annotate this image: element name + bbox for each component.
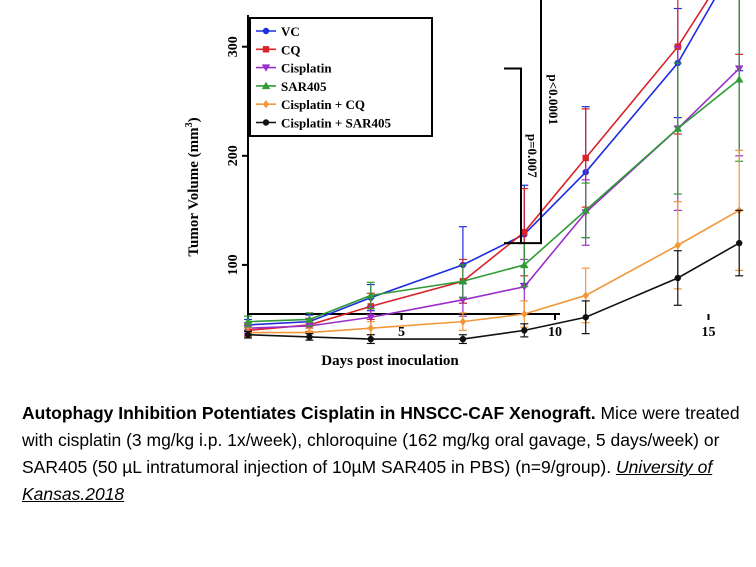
data-point xyxy=(244,331,252,338)
y-tick-label: 200 xyxy=(226,145,241,166)
series-layer xyxy=(243,0,744,345)
legend-item: CQ xyxy=(256,42,301,57)
x-tick-label: 10 xyxy=(548,325,562,340)
legend-marker xyxy=(261,64,271,72)
data-point xyxy=(305,315,314,323)
data-point xyxy=(459,317,467,326)
data-point xyxy=(520,260,529,269)
legend-label: CQ xyxy=(281,42,301,57)
data-point xyxy=(735,75,744,83)
legend-label: Cisplatin xyxy=(281,61,332,76)
series-line xyxy=(248,209,740,334)
legend-item: Cisplatin + CQ xyxy=(256,97,365,112)
y-tick-label: 100 xyxy=(226,254,241,275)
axes-layer: 051015100200300400 xyxy=(226,15,716,340)
series-line xyxy=(247,242,740,340)
data-point xyxy=(366,314,375,322)
x-axis-label: Days post inoculation xyxy=(321,353,459,369)
data-point xyxy=(367,323,374,333)
legend-label: VC xyxy=(281,24,300,39)
legend-item: SAR405 xyxy=(256,79,327,94)
legend-marker xyxy=(262,100,270,109)
significance-bracket: p<0.0001 xyxy=(518,0,561,245)
y-axis-label-unit: 3 xyxy=(184,122,195,127)
legend-marker xyxy=(262,27,270,35)
data-point xyxy=(673,124,682,132)
data-point xyxy=(582,154,589,162)
data-point xyxy=(459,335,467,343)
legend-label: SAR405 xyxy=(281,79,327,94)
data-point xyxy=(521,309,528,319)
caption-title: Autophagy Inhibition Potentiates Cisplat… xyxy=(22,403,596,423)
series-cisplatin-sar405 xyxy=(244,209,744,345)
legend-item: VC xyxy=(256,24,300,39)
bracket-line xyxy=(504,67,522,245)
legend-marker xyxy=(262,119,270,126)
y-axis-label-main: Tumor Volume (mm xyxy=(186,127,202,257)
data-point xyxy=(674,274,681,282)
y-tick-label: 300 xyxy=(226,36,241,57)
legend: VC CQ Cisplatin SAR405 Cisplatin + CQ Cisplat… xyxy=(249,17,433,137)
data-point xyxy=(306,333,313,341)
data-point xyxy=(582,291,589,300)
data-point xyxy=(521,228,528,236)
legend-item: Cisplatin xyxy=(256,61,332,76)
y-axis-label-end: ) xyxy=(186,117,202,122)
caption-body: Mice were treated with cisplatin (3 mg/k… xyxy=(22,403,740,477)
figure-caption: Autophagy Inhibition Potentiates Cisplat… xyxy=(22,400,747,508)
y-axis-label: Tumor Volume (mm3) xyxy=(184,117,202,256)
series-line xyxy=(247,0,715,326)
caption-source-link[interactable]: University of Kansas.2018 xyxy=(22,457,713,504)
legend-marker xyxy=(262,46,270,53)
x-tick-label: 5 xyxy=(398,325,405,340)
data-point xyxy=(581,206,590,214)
bracket-line xyxy=(518,0,542,245)
data-point xyxy=(366,291,375,299)
legend-label: Cisplatin + SAR405 xyxy=(281,116,391,131)
data-point xyxy=(458,296,468,305)
data-point xyxy=(243,317,253,325)
series-line xyxy=(247,78,740,323)
data-point xyxy=(458,277,468,285)
x-tick-label: 15 xyxy=(702,325,716,340)
p-value-label: p=0.007 xyxy=(525,134,540,178)
data-point xyxy=(367,335,374,343)
data-point xyxy=(736,239,743,247)
legend-marker xyxy=(261,81,271,90)
series-cisplatin-cq xyxy=(244,149,744,338)
data-point xyxy=(674,241,681,250)
data-point xyxy=(582,314,589,321)
significance-bracket: p=0.007 xyxy=(504,67,540,245)
legend-label: Cisplatin + CQ xyxy=(281,97,365,112)
legend-box xyxy=(249,17,433,137)
p-value-label: p<0.0001 xyxy=(546,74,561,124)
legend-item: Cisplatin + SAR405 xyxy=(256,116,391,131)
series-line xyxy=(247,0,709,332)
annotation-layer: p<0.0001 p=0.007 xyxy=(504,0,561,245)
data-point xyxy=(521,327,528,334)
